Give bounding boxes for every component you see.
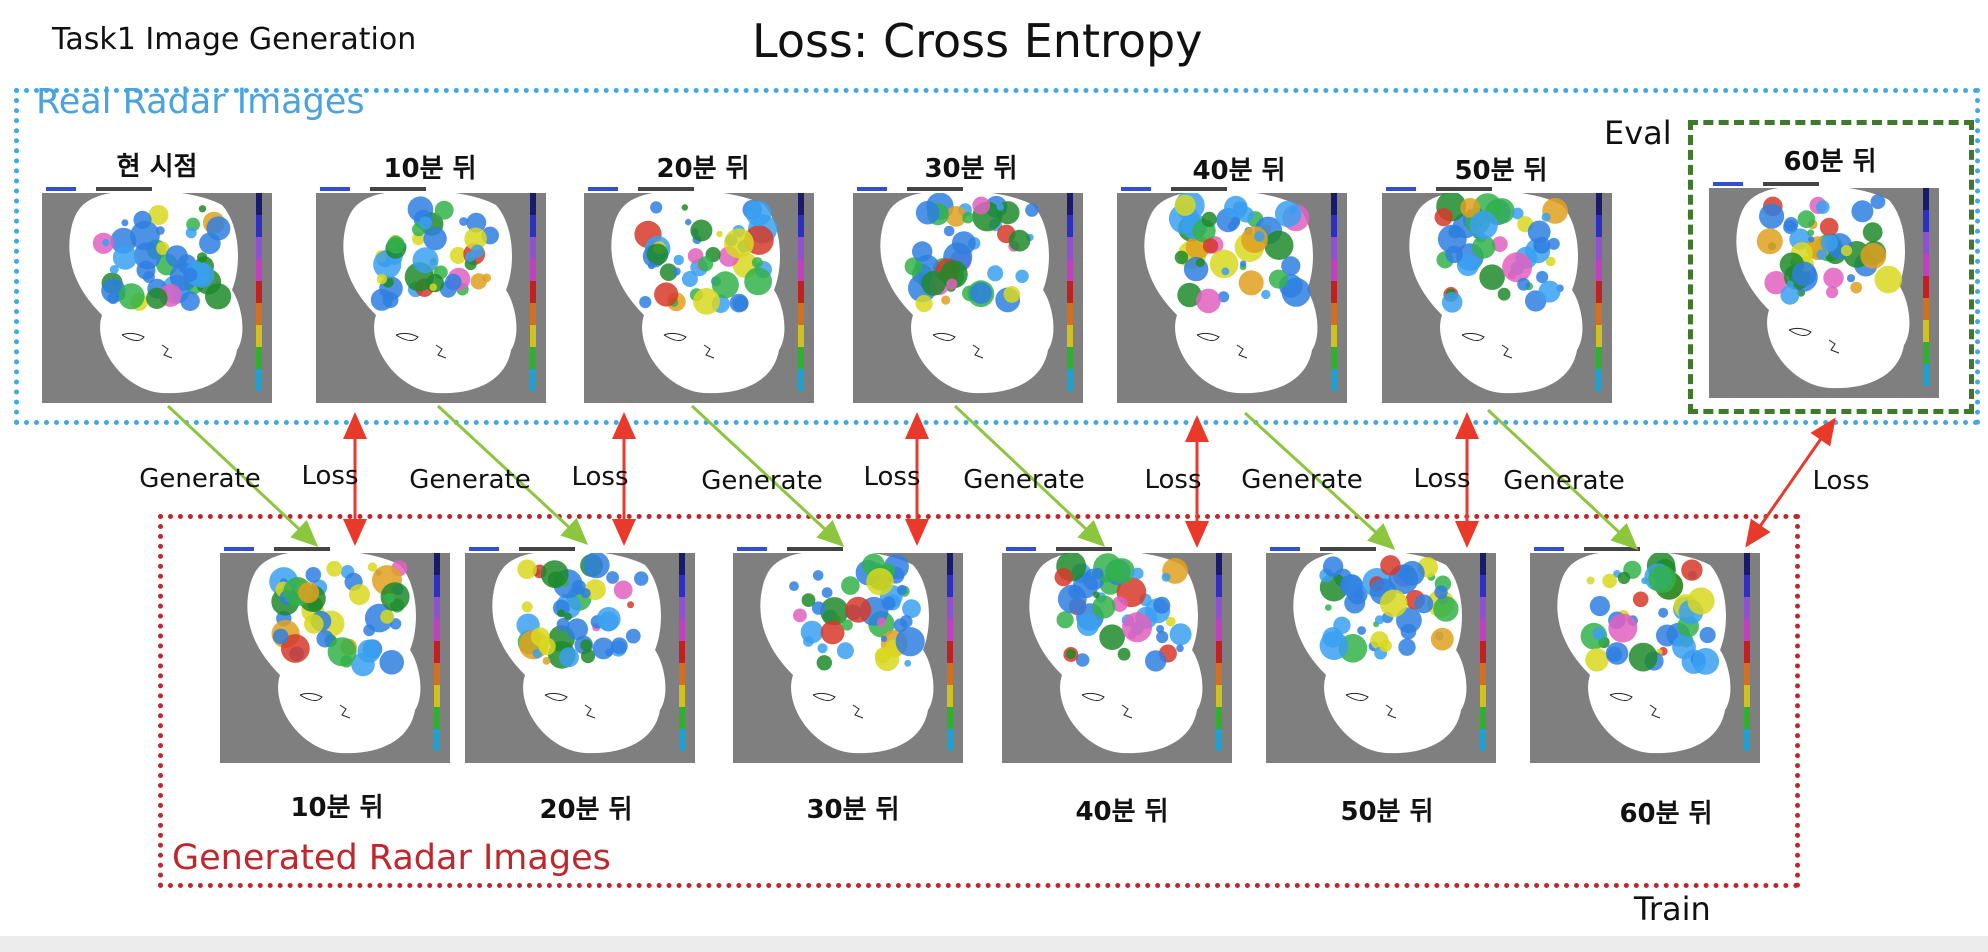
real-radar-image-2: [584, 185, 814, 403]
generated-radar-image-2: [733, 545, 963, 763]
real-radar-image-5: [1382, 185, 1612, 403]
loss-label-2: Loss: [571, 462, 629, 492]
generated-caption-4: 50분 뒤: [1340, 797, 1434, 827]
generated-radar-image-1: [465, 545, 695, 763]
loss-label-1: Loss: [301, 461, 359, 491]
bottom-bar: [0, 936, 1988, 952]
real-radar-image-0: [42, 185, 272, 403]
real-radar-image-4: [1117, 185, 1347, 403]
generate-label-5: Generate: [1241, 465, 1363, 495]
loss-title: Loss: Cross Entropy: [752, 14, 1203, 68]
generate-label-1: Generate: [139, 464, 261, 494]
generated-caption-1: 20분 뒤: [539, 795, 633, 825]
real-radar-image-1: [316, 185, 546, 403]
real-caption-4: 40분 뒤: [1192, 156, 1286, 186]
generated-caption-5: 60분 뒤: [1619, 799, 1713, 829]
real-caption-1: 10분 뒤: [383, 154, 477, 184]
real-images-label: Real Radar Images: [36, 82, 365, 122]
task-title: Task1 Image Generation: [52, 22, 417, 57]
real-caption-0: 현 시점: [116, 152, 198, 182]
generated-caption-3: 40분 뒤: [1075, 797, 1169, 827]
generate-label-6: Generate: [1503, 466, 1625, 496]
generated-caption-2: 30분 뒤: [806, 795, 900, 825]
real-caption-3: 30분 뒤: [924, 154, 1018, 184]
generate-label-2: Generate: [409, 465, 531, 495]
generated-caption-0: 10분 뒤: [290, 793, 384, 823]
real-caption-6: 60분 뒤: [1783, 147, 1877, 177]
loss-label-4: Loss: [1144, 465, 1202, 495]
generated-radar-image-3: [1002, 545, 1232, 763]
real-caption-5: 50분 뒤: [1454, 156, 1548, 186]
eval-frame: [1688, 120, 1974, 414]
generated-radar-image-4: [1266, 545, 1496, 763]
real-caption-2: 20분 뒤: [656, 154, 750, 184]
train-label: Train: [1634, 890, 1711, 928]
loss-label-5: Loss: [1413, 464, 1471, 494]
generated-radar-image-5: [1530, 545, 1760, 763]
generate-label-4: Generate: [963, 465, 1085, 495]
generated-radar-image-0: [220, 545, 450, 763]
loss-label-6: Loss: [1812, 466, 1870, 496]
loss-label-3: Loss: [863, 462, 921, 492]
generate-label-3: Generate: [701, 466, 823, 496]
eval-label: Eval: [1604, 114, 1672, 152]
generated-images-label: Generated Radar Images: [172, 838, 611, 878]
real-radar-image-3: [853, 185, 1083, 403]
real-radar-image-6: [1709, 180, 1939, 398]
